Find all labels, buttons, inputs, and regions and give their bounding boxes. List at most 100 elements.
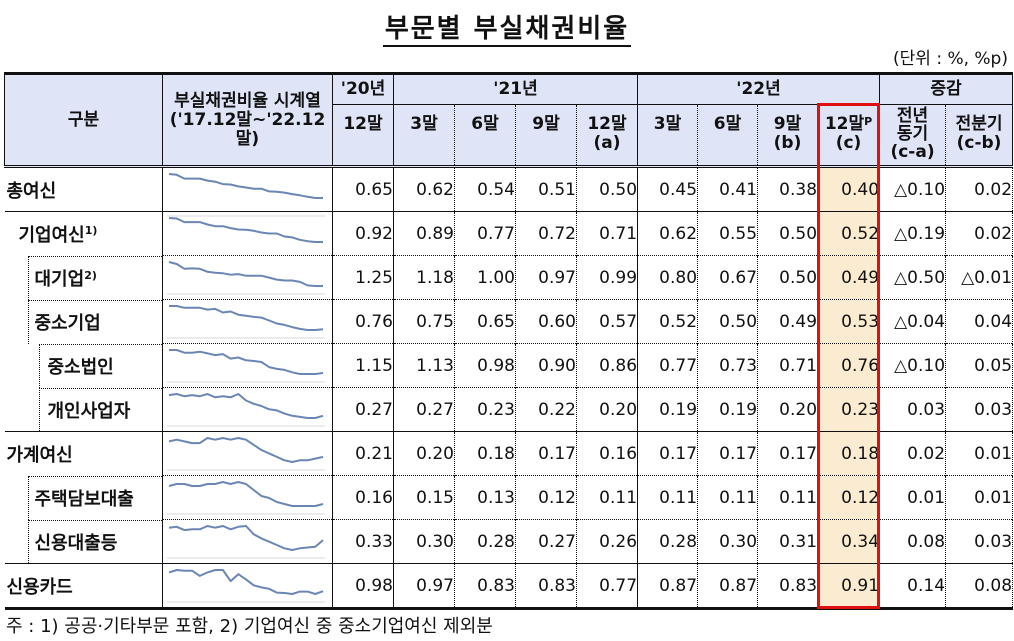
row-label-cell: 가계여신	[4, 431, 163, 476]
cell-22-6: 0.30	[697, 519, 759, 564]
row-label-cell: 기업여신 1)	[4, 211, 163, 256]
sparkline-cell	[162, 431, 333, 476]
cell-21-9: 0.17	[515, 431, 577, 476]
cell-22-3: 0.28	[637, 519, 699, 564]
header-change: 증감	[879, 72, 1014, 105]
cell-21-6: 0.65	[454, 299, 516, 344]
table-row: 개인사업자 0.27 0.27 0.23 0.22 0.20 0.19 0.19 0.20 0.2…	[5, 387, 1014, 432]
cell-21-12: 0.11	[575, 475, 639, 520]
header-22-6: 6말	[697, 104, 759, 168]
cell-22-3: 0.87	[637, 563, 699, 610]
footnote-mark: 1)	[84, 224, 98, 238]
cell-21-9: 0.97	[515, 255, 577, 300]
header-22-9-sub: (b)	[773, 133, 802, 153]
cell-21-3: 0.30	[393, 519, 455, 564]
sparkline-cell	[162, 255, 333, 300]
cell-21-12: 0.71	[575, 211, 639, 256]
row-label-cell: 신용대출등	[5, 519, 163, 564]
cell-22-3: 0.80	[637, 255, 699, 300]
row-label-cell: 개인사업자	[5, 387, 163, 432]
cell-21-9: 0.12	[515, 475, 577, 520]
cell-yoy: 0.02	[879, 431, 947, 476]
cell-22-9: 0.50	[757, 255, 819, 300]
sparkline-chart	[167, 525, 325, 559]
cell-22-12: 0.52	[817, 211, 881, 256]
cell-22-6: 0.19	[697, 387, 759, 432]
header-22-3: 3말	[637, 104, 699, 168]
cell-22-9: 0.17	[757, 431, 819, 476]
cell-22-12: 0.12	[817, 475, 881, 520]
header-22-12: 12말P (c)	[817, 104, 881, 168]
header-qoq-sub: (c-b)	[956, 133, 1002, 153]
header-21-12-sub: (a)	[593, 133, 621, 153]
cell-20-12: 0.33	[332, 519, 394, 564]
cell-qoq: 0.08	[945, 563, 1014, 610]
cell-21-6: 0.83	[454, 563, 516, 610]
row-label: 총여신	[6, 180, 57, 202]
header-yoy-sub: (c-a)	[890, 142, 935, 162]
npl-ratio-table: 구분 부실채권비율 시계열 ('17.12말~'22.12말) '20년 '21…	[4, 72, 1014, 610]
cell-20-12: 0.92	[332, 211, 394, 256]
cell-21-3: 1.13	[393, 343, 455, 388]
cell-21-12: 0.99	[575, 255, 639, 300]
sparkline-chart	[168, 173, 323, 199]
cell-yoy: △0.50	[879, 255, 947, 300]
header-21-12: 12말 (a)	[575, 104, 639, 168]
cell-22-9: 0.83	[757, 563, 819, 610]
table-row: 기업여신 1) 0.92 0.89 0.77 0.72 0.71 0.62 0.55 0.50 0.…	[4, 211, 1014, 256]
cell-qoq: 0.04	[945, 299, 1014, 344]
cell-21-3: 0.27	[393, 387, 455, 432]
cell-22-9: 0.49	[757, 299, 819, 344]
header-22-9: 9말 (b)	[757, 104, 819, 168]
cell-21-12: 0.16	[575, 431, 639, 476]
cell-22-12: 0.91	[817, 563, 881, 610]
row-label-cell: 총여신	[4, 166, 163, 212]
row-label-cell: 중소법인	[5, 343, 163, 388]
table-row: 중소기업 0.76 0.75 0.65 0.60 0.57 0.52 0.50 0.49 0.53…	[5, 299, 1014, 344]
cell-qoq: 0.03	[945, 387, 1014, 432]
sparkline-chart	[167, 349, 325, 383]
header-sparkline-line1: 부실채권비율 시계열	[174, 90, 321, 111]
cell-21-9: 0.22	[515, 387, 577, 432]
cell-yoy: △0.04	[879, 299, 947, 344]
cell-qoq: 0.03	[945, 519, 1014, 564]
sparkline-cell	[162, 387, 333, 432]
row-label: 신용대출등	[34, 532, 118, 554]
cell-22-12: 0.53	[817, 299, 881, 344]
cell-qoq: 0.02	[945, 211, 1014, 256]
cell-21-12: 0.57	[575, 299, 639, 344]
sparkline-chart	[167, 481, 325, 515]
cell-22-9: 0.31	[757, 519, 819, 564]
cell-22-3: 0.62	[637, 211, 699, 256]
table-row: 대기업 2) 1.25 1.18 1.00 0.97 0.99 0.80 0.67 0.50 0.4…	[5, 255, 1014, 300]
cell-22-6: 0.11	[697, 475, 759, 520]
cell-20-12: 0.76	[332, 299, 394, 344]
sparkline-chart	[167, 393, 325, 427]
cell-22-12: 0.23	[817, 387, 881, 432]
cell-22-12: 0.34	[817, 519, 881, 564]
cell-21-3: 1.18	[393, 255, 455, 300]
table-body: 총여신 0.65 0.62 0.54 0.51 0.50 0.45 0.41 0.38 0.40 △…	[4, 166, 1014, 610]
cell-21-9: 0.72	[515, 211, 577, 256]
header-year-2021: '21년	[392, 72, 639, 105]
cell-22-3: 0.77	[637, 343, 699, 388]
cell-21-9: 0.60	[515, 299, 577, 344]
cell-22-12: 0.18	[817, 431, 881, 476]
cell-21-6: 0.23	[454, 387, 516, 432]
cell-yoy: △0.10	[879, 343, 947, 388]
header-category: 구분	[4, 72, 163, 168]
cell-21-12: 0.20	[575, 387, 639, 432]
cell-yoy: △0.10	[879, 166, 947, 212]
unit-label: (단위 : %, %p)	[893, 49, 1008, 69]
cell-21-3: 0.75	[393, 299, 455, 344]
cell-22-12: 0.76	[817, 343, 881, 388]
cell-yoy: 0.14	[879, 563, 947, 610]
header-qoq-label: 전분기	[955, 114, 1003, 134]
row-label: 대기업	[34, 269, 85, 290]
cell-21-3: 0.62	[393, 166, 455, 212]
header-22-12-label: 12말	[824, 114, 865, 134]
row-label: 개인사업자	[47, 400, 131, 422]
sparkline-cell	[162, 166, 333, 212]
table-row: 신용카드 0.98 0.97 0.83 0.83 0.77 0.87 0.87 0.83 0.91…	[4, 563, 1014, 610]
cell-22-3: 0.52	[637, 299, 699, 344]
